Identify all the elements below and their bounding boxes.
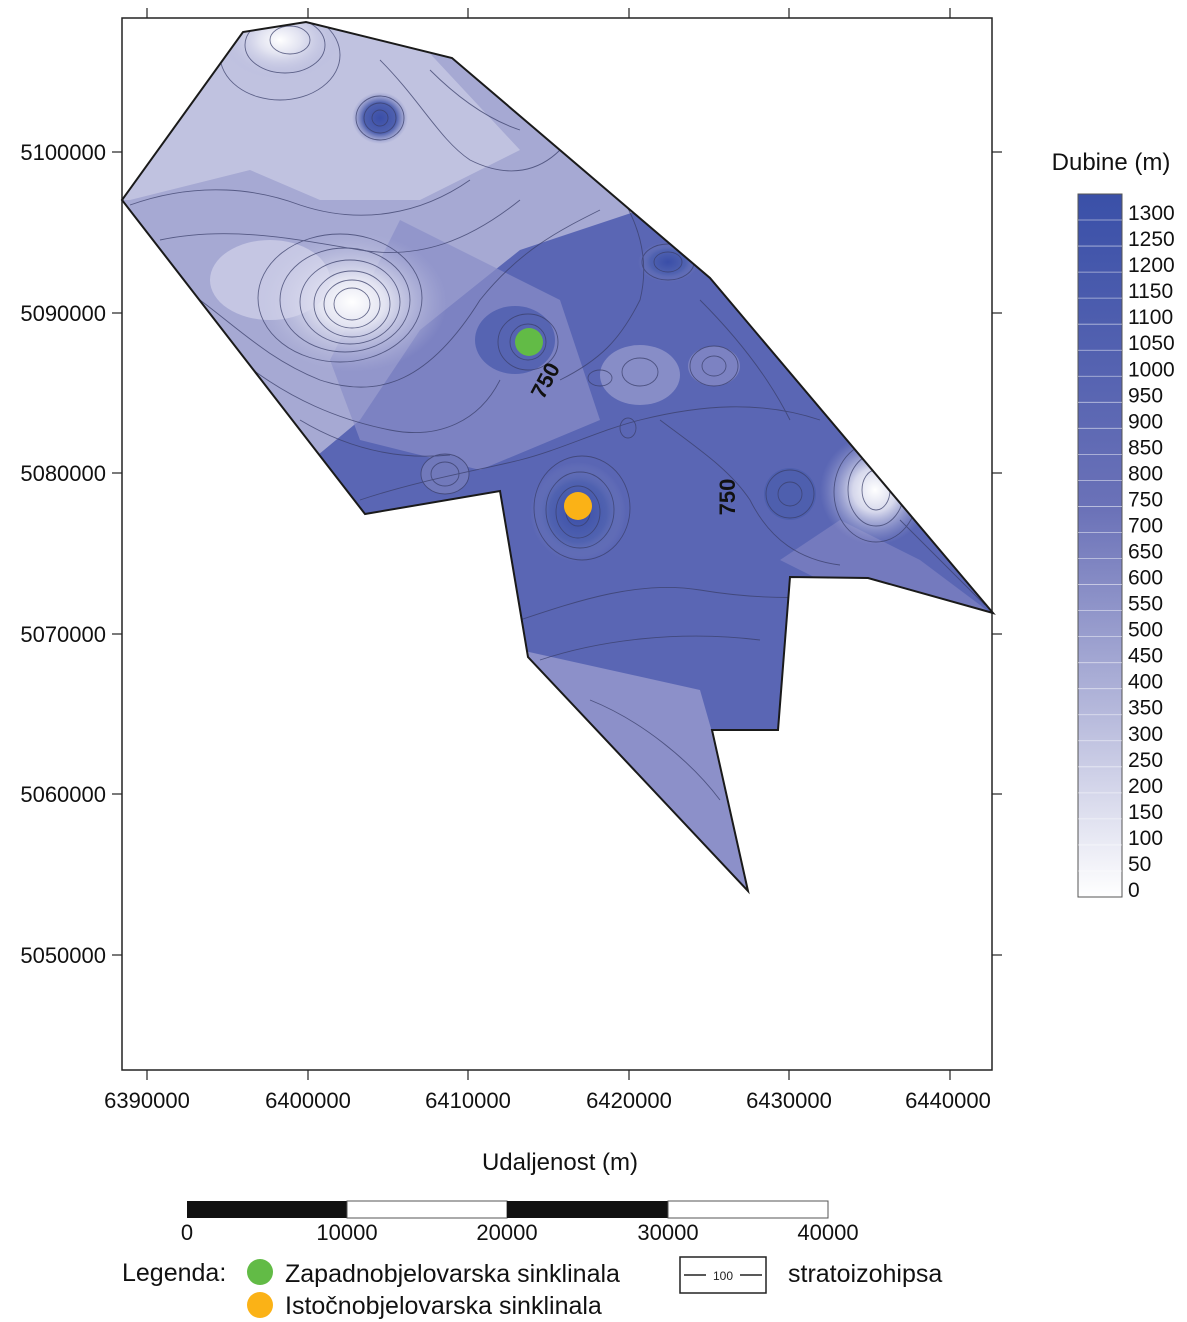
scale-label: 10000 bbox=[316, 1220, 377, 1245]
colorbar-level-label: 1100 bbox=[1128, 306, 1173, 329]
colorbar-level-label: 950 bbox=[1128, 384, 1163, 407]
colorbar-level-label: 1150 bbox=[1128, 280, 1173, 303]
x-tick-label: 6440000 bbox=[905, 1088, 991, 1113]
colorbar-level-label: 0 bbox=[1128, 879, 1140, 902]
scale-segment bbox=[667, 1200, 829, 1219]
legend-marker-green bbox=[247, 1259, 273, 1285]
x-tick-label: 6390000 bbox=[104, 1088, 190, 1113]
zapadnobjelovarska-marker bbox=[515, 328, 543, 356]
colorbar-level-label: 900 bbox=[1128, 410, 1163, 433]
y-tick-label: 5060000 bbox=[20, 782, 106, 807]
colorbar-level-label: 750 bbox=[1128, 488, 1163, 511]
colorbar-level-label: 550 bbox=[1128, 593, 1163, 616]
domain-outline bbox=[120, 20, 996, 895]
colorbar-level-label: 700 bbox=[1128, 514, 1163, 537]
colorbar-level-label: 1200 bbox=[1128, 254, 1175, 277]
colorbar-level-label: 500 bbox=[1128, 619, 1163, 642]
colorbar-level-label: 850 bbox=[1128, 436, 1163, 459]
scale-segment bbox=[507, 1201, 668, 1218]
scale-segment bbox=[187, 1201, 347, 1218]
colorbar-level-label: 1300 bbox=[1128, 202, 1175, 225]
x-axis-ticks bbox=[146, 8, 951, 1080]
legend: Legenda: Zapadnobjelovarska sinklinala I… bbox=[122, 1256, 942, 1320]
colorbar-level-label: 1050 bbox=[1128, 332, 1175, 355]
contour-sample-value: 100 bbox=[713, 1269, 733, 1283]
colorbar-title: Dubine (m) bbox=[1052, 149, 1171, 176]
x-tick-label: 6410000 bbox=[425, 1088, 511, 1113]
colorbar-labels: 1300125012001150110010501000950900850800… bbox=[1128, 202, 1175, 902]
colorbar-level-label: 650 bbox=[1128, 541, 1163, 564]
contour-label: 750 bbox=[715, 479, 740, 516]
colorbar-level-label: 450 bbox=[1128, 645, 1163, 668]
legend-title: Legenda: bbox=[122, 1259, 226, 1287]
colorbar-ramp bbox=[1077, 193, 1123, 898]
scale-segment bbox=[346, 1200, 508, 1219]
colorbar-level-label: 800 bbox=[1128, 462, 1163, 485]
legend-marker-orange bbox=[247, 1292, 273, 1318]
colorbar-level-label: 350 bbox=[1128, 697, 1163, 720]
y-tick-label: 5080000 bbox=[20, 461, 106, 486]
y-tick-label: 5050000 bbox=[20, 943, 106, 968]
contour-legend-label: stratoizohipsa bbox=[788, 1260, 942, 1288]
scale-label: 40000 bbox=[797, 1220, 858, 1245]
colorbar-level-label: 100 bbox=[1128, 827, 1163, 850]
y-axis-ticks bbox=[112, 151, 1002, 956]
legend-item-label: Istočnobjelovarska sinklinala bbox=[285, 1292, 602, 1320]
colorbar-dividers bbox=[1078, 219, 1122, 872]
colorbar-level-label: 250 bbox=[1128, 749, 1163, 772]
legend-item-label: Zapadnobjelovarska sinklinala bbox=[285, 1260, 620, 1288]
x-tick-label: 6400000 bbox=[265, 1088, 351, 1113]
x-axis-title: Udaljenost (m) bbox=[482, 1149, 638, 1176]
colorbar-level-label: 150 bbox=[1128, 801, 1163, 824]
y-tick-label: 5070000 bbox=[20, 622, 106, 647]
colorbar-level-label: 300 bbox=[1128, 723, 1163, 746]
y-tick-label: 5090000 bbox=[20, 301, 106, 326]
colorbar-level-label: 1250 bbox=[1128, 228, 1175, 251]
colorbar-level-label: 600 bbox=[1128, 567, 1163, 590]
scale-label: 0 bbox=[181, 1220, 193, 1245]
x-tick-label: 6430000 bbox=[746, 1088, 832, 1113]
colorbar-level-label: 1000 bbox=[1128, 358, 1175, 381]
istocnobjelovarska-marker bbox=[564, 492, 592, 520]
x-tick-label: 6420000 bbox=[586, 1088, 672, 1113]
y-tick-label: 5100000 bbox=[20, 140, 106, 165]
colorbar-level-label: 50 bbox=[1128, 853, 1151, 876]
scale-label: 30000 bbox=[637, 1220, 698, 1245]
colorbar-level-label: 200 bbox=[1128, 775, 1163, 798]
scale-bar: 0 10000 20000 30000 40000 bbox=[181, 1200, 859, 1245]
colorbar-level-label: 400 bbox=[1128, 671, 1163, 694]
scale-label: 20000 bbox=[476, 1220, 537, 1245]
